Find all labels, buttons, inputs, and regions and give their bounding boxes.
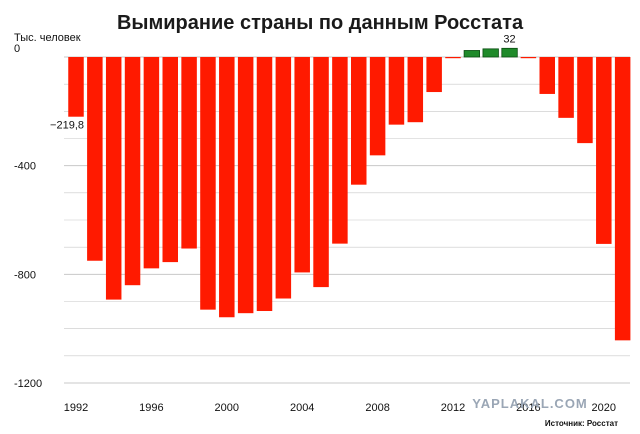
bar bbox=[124, 57, 141, 286]
bar bbox=[614, 57, 631, 341]
data-label: −219,8 bbox=[50, 120, 84, 132]
bar bbox=[275, 57, 292, 299]
y-tick-label: -400 bbox=[14, 161, 36, 173]
bar bbox=[143, 57, 160, 269]
x-tick-label: 2004 bbox=[290, 402, 314, 414]
bar bbox=[539, 57, 555, 94]
bar bbox=[426, 57, 442, 93]
x-tick-label: 2020 bbox=[592, 402, 616, 414]
bar bbox=[407, 57, 424, 123]
bar bbox=[87, 57, 103, 261]
bar bbox=[181, 57, 197, 249]
y-axis-unit-label: Тыс. человек bbox=[14, 32, 81, 44]
y-axis-ticks: 0 -400 -800 -1200 bbox=[14, 43, 42, 390]
bar bbox=[558, 57, 574, 118]
bar-positive bbox=[501, 47, 518, 58]
bar-positive bbox=[482, 48, 499, 58]
title-background bbox=[133, 9, 507, 35]
bar bbox=[256, 57, 273, 312]
x-tick-label: 2008 bbox=[365, 402, 389, 414]
x-tick-label: 2000 bbox=[215, 402, 239, 414]
bar bbox=[445, 57, 461, 59]
bar-positive bbox=[463, 50, 481, 58]
source-note: Источник: Росстат bbox=[545, 419, 618, 428]
bar bbox=[294, 57, 310, 273]
y-tick-label: 0 bbox=[14, 43, 20, 55]
x-axis-ticks: 1992 1996 2000 2004 2008 2012 2016 2020 bbox=[64, 402, 616, 414]
bar bbox=[105, 57, 122, 300]
bar bbox=[200, 57, 216, 310]
y-tick-label: -800 bbox=[14, 269, 36, 281]
x-tick-label: 2016 bbox=[516, 402, 540, 414]
bar bbox=[369, 57, 386, 156]
x-tick-label: 1992 bbox=[64, 402, 88, 414]
bar bbox=[596, 57, 612, 244]
bar bbox=[237, 57, 254, 314]
data-label: 32 bbox=[503, 33, 515, 45]
data-labels: −219,8 32 bbox=[50, 33, 516, 131]
bar bbox=[332, 57, 348, 244]
bar bbox=[68, 57, 84, 117]
bars bbox=[68, 47, 631, 341]
x-tick-label: 2012 bbox=[441, 402, 465, 414]
bar bbox=[162, 57, 178, 263]
bar bbox=[388, 57, 405, 125]
y-tick-label: -1200 bbox=[14, 378, 42, 390]
chart-title: Вымирание страны по данным Росстата bbox=[117, 12, 524, 34]
bar bbox=[219, 57, 235, 318]
bar bbox=[520, 57, 537, 59]
bar bbox=[313, 57, 329, 288]
bar bbox=[351, 57, 367, 185]
bar bbox=[577, 57, 593, 144]
x-tick-label: 1996 bbox=[139, 402, 163, 414]
watermark-text: YAPLAKAL.COM bbox=[472, 396, 588, 411]
